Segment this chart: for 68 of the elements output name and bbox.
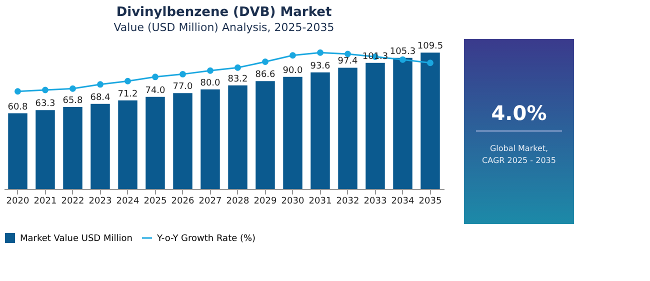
data-label: 109.5 (417, 42, 444, 52)
text: Global Market, (490, 144, 548, 153)
x-tick-label: 2025 (144, 196, 167, 206)
x-tick-label: 2024 (116, 196, 140, 206)
data-label: 97.4 (338, 56, 358, 67)
bar (338, 68, 358, 189)
bar (200, 89, 220, 189)
data-label: 65.8 (62, 96, 84, 106)
point (234, 64, 241, 71)
legend-label: Y-o-Y Growth Rate (%) (156, 234, 256, 244)
data-label: 105.3 (390, 46, 416, 57)
x-tick-label: 2035 (418, 196, 442, 206)
point (207, 67, 214, 74)
text: CAGR 2025 - 2035 (482, 156, 556, 165)
x-tick-label: 2023 (88, 196, 112, 206)
data-label: 90.0 (282, 66, 304, 76)
bar (173, 93, 192, 189)
bar (366, 62, 385, 189)
data-label: 93.6 (310, 61, 331, 72)
bar (146, 96, 165, 189)
point (152, 74, 158, 80)
x-tick-label: 2029 (254, 196, 277, 206)
point (400, 56, 406, 63)
point (427, 60, 434, 66)
bar (36, 110, 55, 189)
bar (8, 113, 28, 189)
bar (283, 76, 302, 189)
x-tick-label: 2026 (171, 196, 194, 206)
data-label: 77.0 (172, 82, 194, 92)
data-label: 80.0 (200, 78, 221, 88)
chart-title: Divinylbenzene (DVB) Market (116, 5, 332, 20)
point (70, 85, 76, 92)
x-tick-label: 2031 (308, 196, 332, 206)
bar (63, 107, 82, 189)
x-tick-label: 2032 (336, 196, 360, 206)
x-tick-label: 2027 (198, 196, 222, 206)
bar (310, 72, 330, 189)
bar (228, 85, 248, 189)
bar (90, 104, 110, 189)
bar (420, 52, 440, 189)
x-tick-label: 2033 (364, 196, 387, 206)
x-tick-label: 2028 (226, 196, 250, 206)
point (124, 78, 131, 84)
point (262, 58, 268, 66)
chart-subtitle: Value (USD Million) Analysis, 2025-2035 (114, 21, 334, 34)
data-label: 60.8 (8, 102, 28, 112)
text: 4.0% (491, 101, 547, 125)
x-tick-label: 2021 (34, 196, 57, 206)
x-tick-label: 2030 (281, 196, 304, 206)
data-label: 74.0 (145, 86, 166, 96)
x-tick-label: 2034 (391, 196, 414, 206)
point (290, 52, 296, 59)
data-label: 83.2 (228, 74, 248, 84)
data-label: 71.2 (118, 89, 138, 100)
data-label: 86.6 (255, 70, 276, 80)
data-label: 68.4 (90, 92, 111, 103)
point (14, 88, 21, 95)
bar (118, 100, 138, 189)
bar (393, 58, 412, 189)
x-tick-label: 2020 (6, 196, 30, 206)
point (317, 49, 324, 56)
point (180, 70, 186, 78)
point (42, 86, 48, 94)
x-tick-label: 2022 (61, 196, 84, 206)
bar (256, 81, 275, 189)
data-label: 63.3 (35, 99, 56, 110)
point (97, 81, 104, 88)
legend-label: Market Value USD Million (20, 234, 132, 244)
